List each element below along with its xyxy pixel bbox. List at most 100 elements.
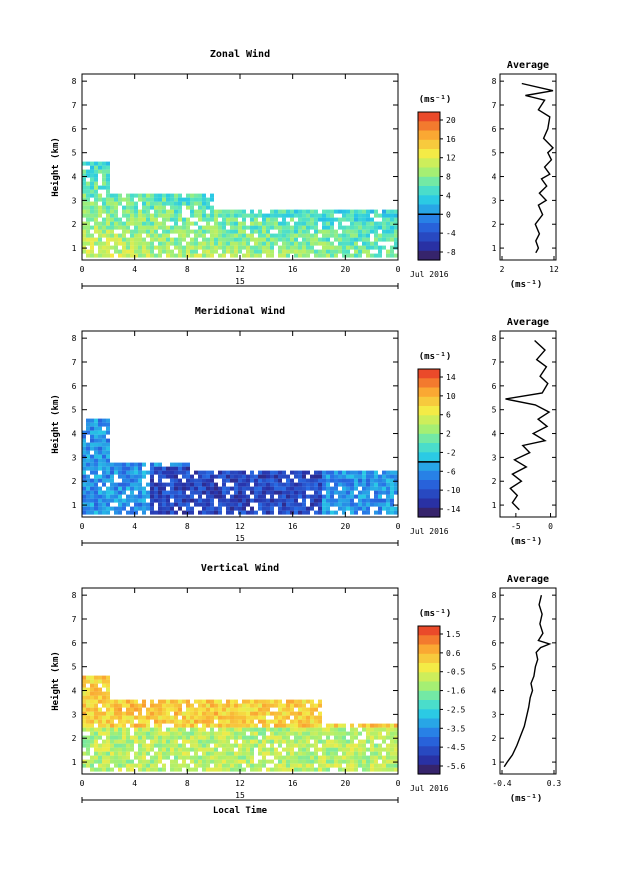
heatmap-cell (306, 510, 310, 515)
heatmap-cell (298, 486, 302, 491)
heatmap-cell (274, 711, 278, 716)
heatmap-cell (314, 759, 318, 764)
heatmap-cell (106, 249, 110, 254)
average-unit: (ms⁻¹) (510, 794, 543, 804)
y-tick-label: 6 (72, 639, 77, 648)
heatmap-cell (222, 715, 226, 720)
heatmap-cell (178, 735, 182, 740)
heatmap-cell (294, 245, 298, 250)
colorbar-tick-label: -4 (446, 229, 456, 238)
x-tick-label: 20 (341, 265, 351, 274)
heatmap-cell (122, 482, 126, 487)
heatmap-cell (114, 723, 118, 728)
heatmap-cell (270, 743, 274, 748)
heatmap-cell (262, 735, 266, 740)
heatmap-cell (190, 482, 194, 487)
heatmap-cell (266, 727, 270, 732)
heatmap-cell (182, 197, 186, 202)
heatmap-cell (302, 470, 306, 475)
heatmap-cell (270, 225, 274, 230)
heatmap-cell (318, 478, 322, 483)
heatmap-cell (326, 498, 330, 503)
heatmap-cell (122, 478, 126, 483)
heatmap-cell (170, 213, 174, 218)
heatmap-cell (202, 237, 206, 242)
heatmap-cell (102, 165, 106, 170)
heatmap-cell (182, 763, 186, 768)
heatmap-cell (98, 486, 102, 491)
heatmap-cell (390, 735, 394, 740)
heatmap-cell (374, 470, 378, 475)
heatmap-cell (234, 213, 238, 218)
heatmap-cell (182, 249, 186, 254)
heatmap-cell (118, 490, 122, 495)
panel-title: Zonal Wind (210, 48, 270, 60)
heatmap-cell (162, 490, 166, 495)
heatmap-cell (394, 478, 398, 483)
heatmap-cell (130, 486, 134, 491)
heatmap-cell (150, 205, 154, 210)
heatmap-cell (134, 201, 138, 206)
heatmap-cell (186, 245, 190, 250)
heatmap-cell (246, 751, 250, 756)
heatmap-cell (318, 747, 322, 752)
heatmap-cell (162, 237, 166, 242)
heatmap-cell (142, 474, 146, 479)
heatmap-cell (110, 759, 114, 764)
heatmap-cell (234, 735, 238, 740)
heatmap-cell (126, 466, 130, 471)
heatmap-cell (186, 225, 190, 230)
heatmap-cell (198, 474, 202, 479)
heatmap-cell (210, 719, 214, 724)
heatmap-cell (210, 474, 214, 479)
heatmap-cell (214, 237, 218, 242)
heatmap-cell (378, 498, 382, 503)
heatmap-cell (182, 474, 186, 479)
heatmap-cell (302, 225, 306, 230)
heatmap-cell (234, 482, 238, 487)
heatmap-cell (278, 474, 282, 479)
heatmap-cell (158, 478, 162, 483)
heatmap-cell (102, 181, 106, 186)
heatmap-cell (206, 249, 210, 254)
heatmap-cell (106, 751, 110, 756)
heatmap-cell (346, 217, 350, 222)
heatmap-cell (238, 719, 242, 724)
heatmap-cell (298, 229, 302, 234)
heatmap-cell (206, 739, 210, 744)
heatmap-cell (370, 478, 374, 483)
heatmap-cell (394, 225, 398, 230)
heatmap-cell (246, 703, 250, 708)
heatmap-cell (142, 763, 146, 768)
heatmap-cell (222, 759, 226, 764)
heatmap-cell (314, 486, 318, 491)
heatmap-cell (210, 751, 214, 756)
colorbar-tick-label: 0.6 (446, 649, 461, 658)
heatmap-cell (194, 767, 198, 772)
heatmap-cell (378, 237, 382, 242)
heatmap-cell (378, 245, 382, 250)
heatmap-cell (354, 735, 358, 740)
heatmap-cell (146, 723, 150, 728)
heatmap-cell (334, 755, 338, 760)
heatmap-cell (138, 743, 142, 748)
heatmap-cell (334, 478, 338, 483)
heatmap-cell (354, 510, 358, 515)
heatmap-cell (98, 755, 102, 760)
heatmap-cell (234, 707, 238, 712)
heatmap-cell (118, 197, 122, 202)
heatmap-cell (362, 470, 366, 475)
heatmap-cell (138, 731, 142, 736)
heatmap-cell (234, 245, 238, 250)
heatmap-cell (222, 486, 226, 491)
heatmap-cell (274, 502, 278, 507)
heatmap-cell (358, 470, 362, 475)
heatmap-cell (114, 245, 118, 250)
colorbar-swatch (418, 158, 440, 169)
heatmap-cell (114, 193, 118, 198)
heatmap-cell (370, 767, 374, 772)
heatmap-cell (354, 249, 358, 254)
heatmap-cell (298, 711, 302, 716)
heatmap-cell (86, 169, 90, 174)
colorbar-swatch (418, 626, 440, 636)
